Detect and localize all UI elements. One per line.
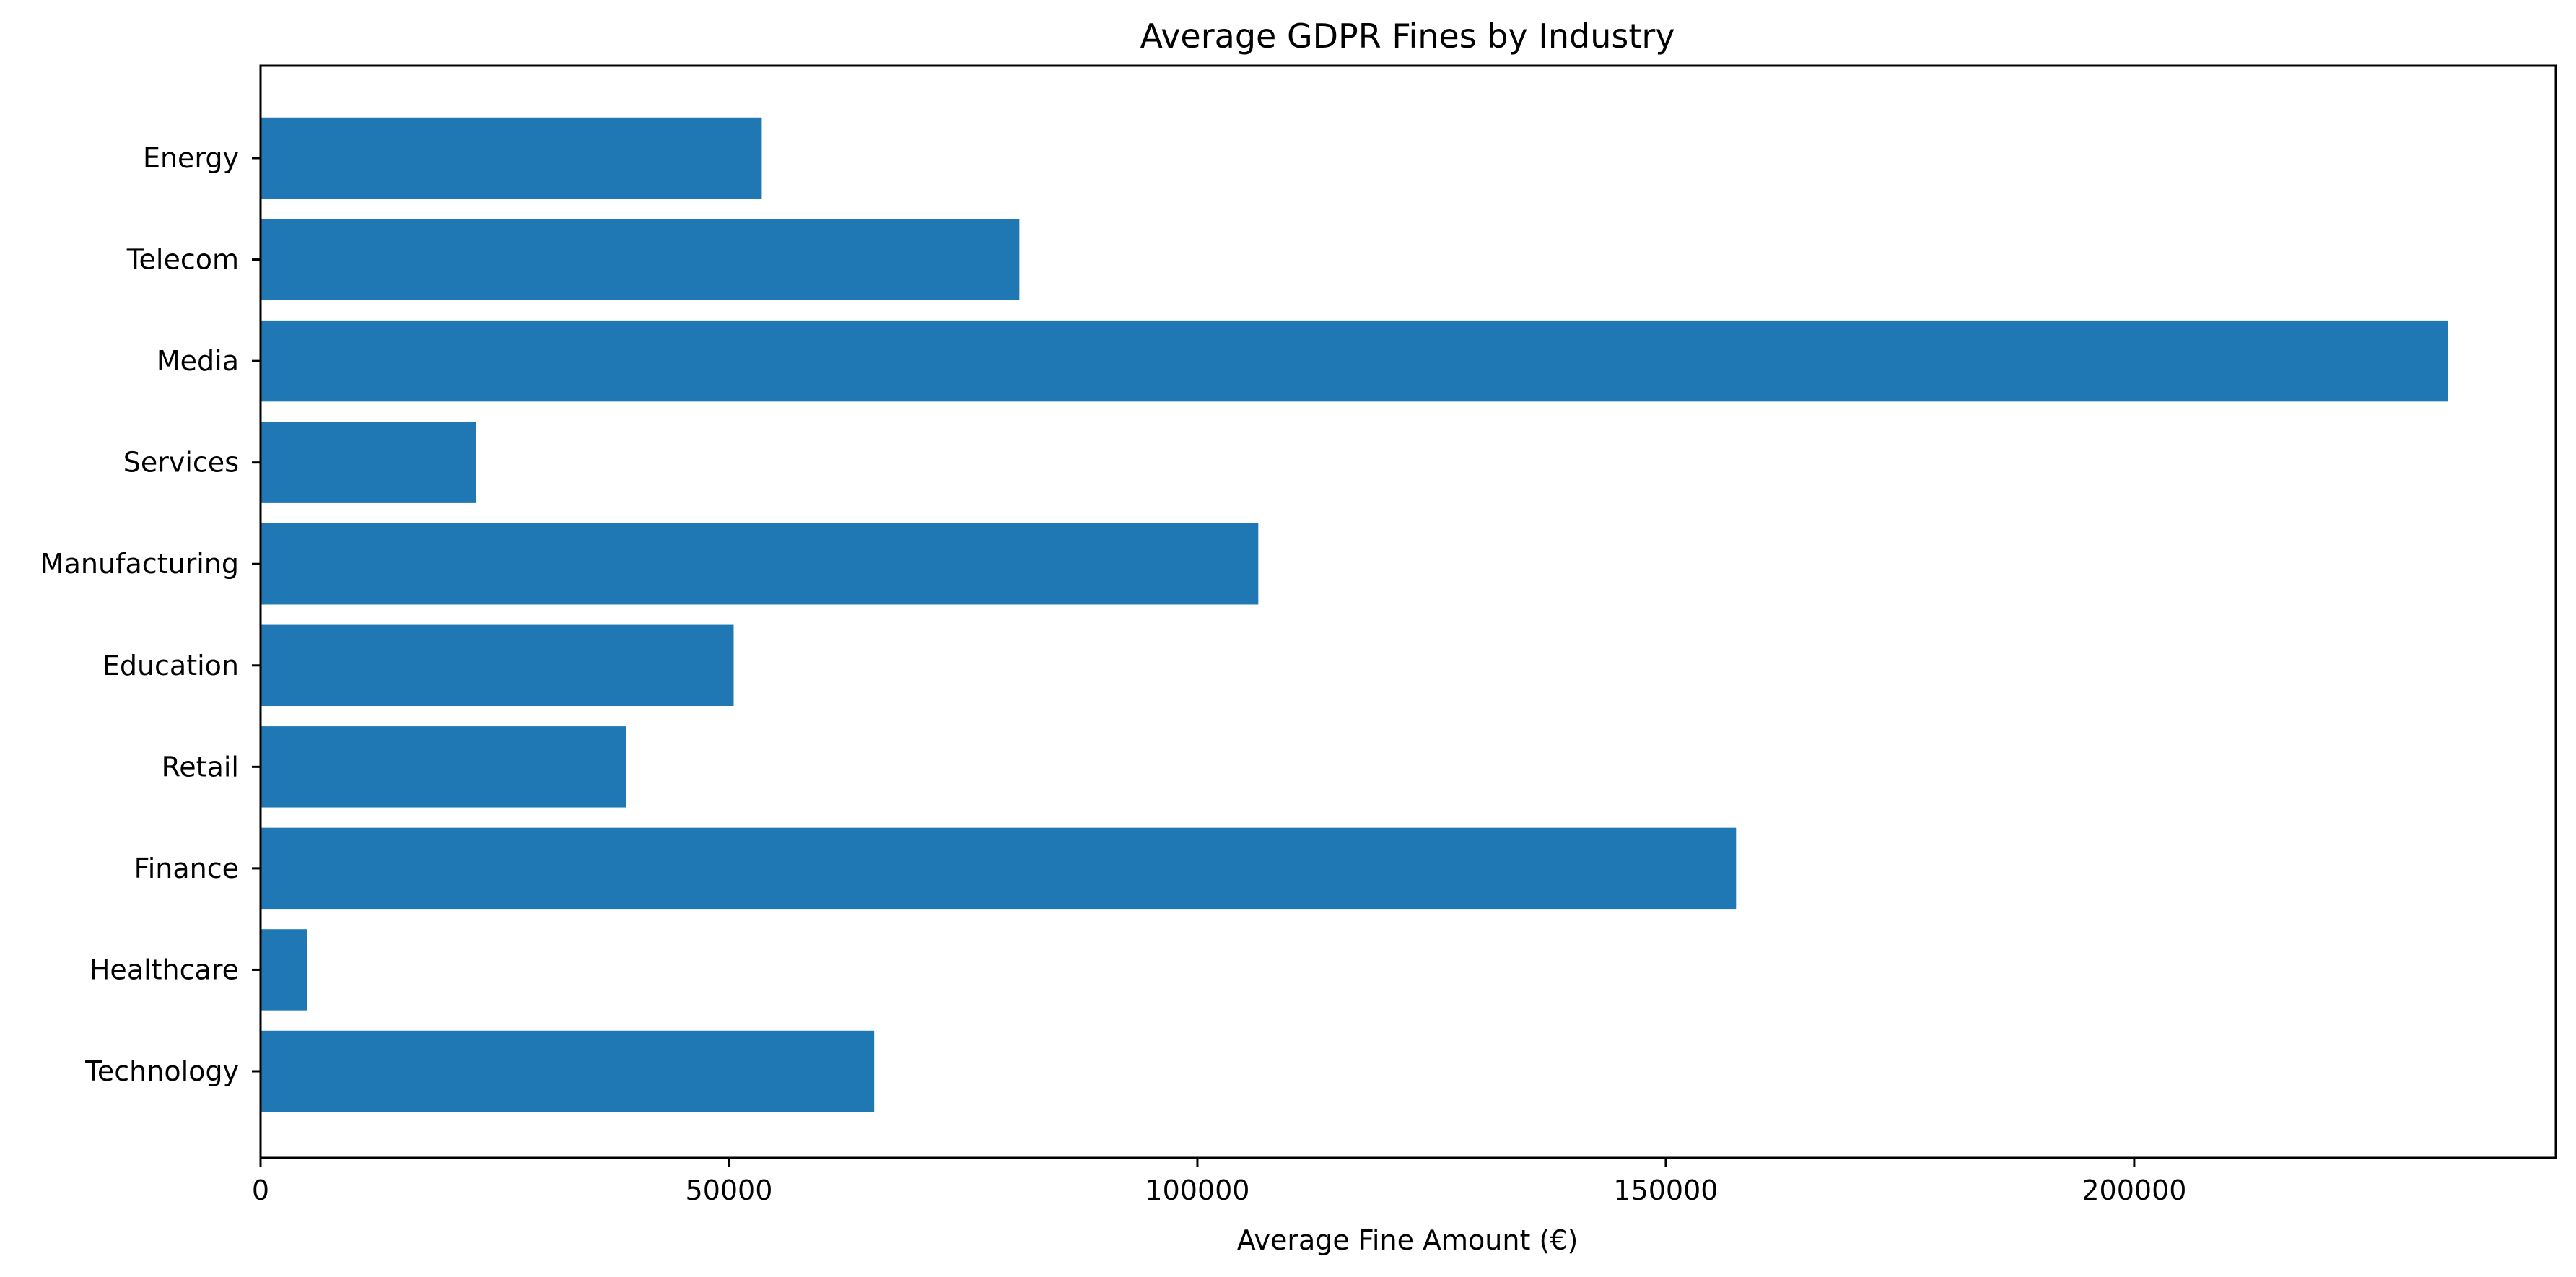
plot-frame (259, 64, 2557, 1159)
y-tick-label-education: Education (102, 650, 239, 681)
y-tick-label-technology: Technology (84, 1055, 239, 1087)
bar-healthcare (261, 929, 307, 1011)
y-tick-label-media: Media (157, 345, 239, 377)
bar-manufacturing (261, 523, 1259, 605)
bar-media (261, 320, 2448, 402)
x-axis-label: Average Fine Amount (€) (1237, 1224, 1579, 1256)
x-tick-label-50000: 50000 (686, 1174, 773, 1206)
y-tick-label-energy: Energy (143, 142, 239, 174)
bar-technology (261, 1030, 875, 1112)
x-axis-ticks: 0 50000 100000 150000 200000 (252, 1158, 2186, 1206)
y-tick-label-finance: Finance (134, 853, 239, 884)
bar-energy (261, 117, 762, 199)
y-tick-label-healthcare: Healthcare (89, 954, 239, 985)
x-tick-label-200000: 200000 (2082, 1174, 2186, 1206)
y-tick-label-retail: Retail (162, 751, 239, 783)
bars-group (261, 117, 2448, 1112)
bar-retail (261, 726, 626, 808)
x-tick-label-150000: 150000 (1613, 1174, 1718, 1206)
y-tick-label-services: Services (123, 447, 239, 479)
bar-services (261, 422, 476, 503)
bar-finance (261, 827, 1737, 910)
chart-title: Average GDPR Fines by Industry (1140, 17, 1675, 56)
x-tick-label-100000: 100000 (1145, 1174, 1249, 1206)
y-axis-ticks: Technology Healthcare Finance Retail Educati… (40, 142, 261, 1087)
y-tick-label-manufacturing: Manufacturing (40, 548, 239, 580)
x-tick-label-0: 0 (252, 1174, 269, 1206)
y-tick-label-telecom: Telecom (126, 244, 239, 276)
bar-telecom (261, 219, 1020, 300)
bar-education (261, 624, 734, 706)
